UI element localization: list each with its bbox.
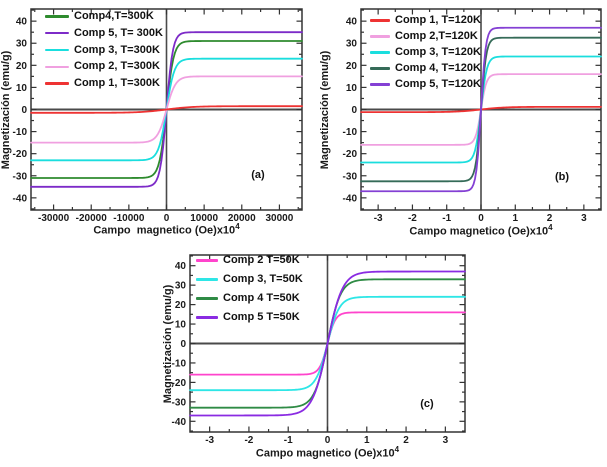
y-axis-label: Magnetización (emu/g) [0,50,12,169]
y-tick-label: -20 [172,378,187,389]
y-tick-label: 0 [351,105,357,116]
plot-box [189,254,466,433]
y-tick-label: 30 [16,39,28,50]
y-tick-label: -20 [13,149,28,160]
panel-b: -3 -2 -1 0 1 2 3 -40 -30 -20 -10 0 10 20 30 40 Magnetiz… [310,0,607,246]
panel-a: -30000 -20000 -10000 0 10000 20000 30000 -40 -30… [0,0,312,246]
y-tick-label: -30 [343,171,358,182]
y-tick-label: -40 [343,193,358,204]
y-tick-label: -10 [172,358,187,369]
x-tick-label: -1 [442,213,451,224]
plot-box [30,8,303,211]
curve-comp-1-t-300k [30,105,303,114]
x-tick-label: 2 [547,213,553,224]
y-tick-label: -10 [13,127,28,138]
xlabel-exponent: 4 [394,445,400,454]
x-tick-label: 3 [443,435,449,446]
panel-letter-c: (c) [420,398,434,410]
x-axis-label: Campo magnetico (Oe)x104 [361,223,601,238]
y-tick-label: 10 [175,320,187,331]
x-axis-label: Campo magnetico (Oe)x104 [31,222,302,237]
x-tick-label: -2 [408,213,417,224]
x-tick-label: 30000 [266,213,294,224]
x-tick-label: -30000 [38,213,70,224]
y-tick-label: 20 [16,61,28,72]
y-tick-label: -40 [13,193,28,204]
panel-c: -3 -2 -1 0 1 2 3 -40 -30 -20 -10 0 10 20 30 40 Magnetiz… [160,246,472,467]
x-tick-label: 2 [403,435,409,446]
xlabel-exponent: 4 [548,223,553,232]
x-tick-label: 20000 [228,213,256,224]
x-tick-label: 0 [325,435,331,446]
y-tick-label: 0 [180,339,186,350]
plot-box [360,8,602,211]
x-tick-label: -1 [284,435,293,446]
x-tick-label: 10000 [190,213,218,224]
y-tick-label: 40 [175,261,187,272]
y-tick-label: 10 [16,83,28,94]
y-tick-label: 10 [346,83,358,94]
y-tick-label: -10 [343,127,358,138]
y-tick-label: 20 [175,300,187,311]
panel-letter-a: (a) [251,169,265,181]
x-tick-label: -3 [205,435,214,446]
x-axis-label-text: Campo magnetico (Oe)x10 [255,447,395,460]
x-tick-label: 3 [581,213,587,224]
y-tick-label: -20 [343,149,358,160]
x-tick-label: -10000 [113,213,145,224]
x-tick-label: 1 [513,213,519,224]
y-tick-label: 30 [175,281,187,292]
y-axis-label: Magnetización (emu/g) [319,50,331,169]
x-tick-label: -3 [374,213,383,224]
x-axis-label-text: Campo magnetico (Oe)x10 [93,224,236,237]
curve-comp-5-t-50k [189,270,466,417]
y-tick-label: -30 [172,397,187,408]
y-tick-label: -40 [172,417,187,428]
x-tick-label: -20000 [76,213,108,224]
y-tick-label: -30 [13,171,28,182]
panel-letter-b: (b) [554,171,570,183]
xlabel-exponent: 4 [235,222,240,231]
y-tick-label: 40 [346,17,358,28]
x-tick-label: -2 [244,435,253,446]
y-tick-label: 0 [21,105,27,116]
x-axis-label-text: Campo magnetico (Oe)x10 [409,225,549,238]
x-tick-label: 0 [478,213,484,224]
y-axis-label: Magnetización (emu/g) [162,284,174,403]
x-tick-label: 1 [364,435,370,446]
x-axis-label: Campo magnetico (Oe)x104 [190,445,465,460]
plot-svg-a: -30000 -20000 -10000 0 10000 20000 30000 -40 -30… [13,8,303,224]
y-tick-label: 20 [346,61,358,72]
y-tick-label: 40 [16,17,28,28]
curve-comp-5-t-120k [360,26,602,193]
y-tick-label: 30 [346,39,358,50]
x-tick-label: 0 [164,213,170,224]
